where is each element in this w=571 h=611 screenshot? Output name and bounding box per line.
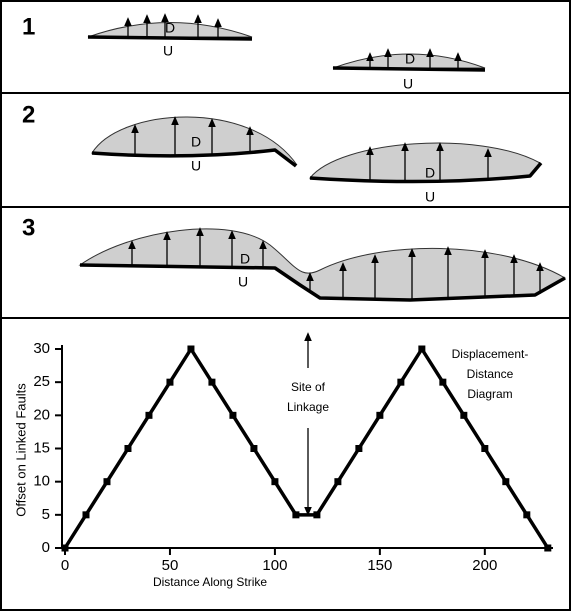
point xyxy=(208,378,216,386)
point xyxy=(82,511,90,519)
point xyxy=(271,478,279,486)
point xyxy=(103,478,111,486)
point xyxy=(61,544,69,552)
y-tick-label: 5 xyxy=(42,506,50,523)
label-d: D xyxy=(425,165,435,181)
y-tick-label: 10 xyxy=(33,473,50,490)
point xyxy=(124,445,132,452)
panel-label: 2 xyxy=(22,101,35,128)
point xyxy=(250,445,258,452)
point xyxy=(544,544,552,552)
x-tick-label: 0 xyxy=(61,557,69,574)
label-u: U xyxy=(403,76,413,92)
point xyxy=(334,478,342,486)
label-u: U xyxy=(238,274,248,290)
x-tick-label: 50 xyxy=(162,557,179,574)
label-d: D xyxy=(165,20,175,36)
arrows xyxy=(131,116,254,156)
point xyxy=(502,478,510,486)
point xyxy=(397,378,405,386)
site-of-linkage: Site of xyxy=(291,380,326,394)
panel-label: 1 xyxy=(22,13,35,40)
x-axis-label: Distance Along Strike xyxy=(153,575,267,589)
arrows xyxy=(366,142,492,182)
panel-label: 3 xyxy=(22,214,35,241)
y-axis-label: Offset on Linked Faults xyxy=(13,383,28,517)
point xyxy=(460,411,468,419)
x-tick-label: 150 xyxy=(367,557,392,574)
fault xyxy=(87,35,253,41)
series-line xyxy=(63,347,550,549)
y-tick-label: 30 xyxy=(33,340,50,357)
fault xyxy=(79,263,566,302)
point xyxy=(481,445,489,452)
chart: Distance Along Strike Offset on Linked F… xyxy=(13,332,553,589)
arrows xyxy=(128,227,544,300)
diagram-note: Distance xyxy=(467,367,514,381)
x-tick-label: 100 xyxy=(262,557,287,574)
label-d: D xyxy=(191,134,201,150)
point xyxy=(229,411,237,419)
y-tick-label: 0 xyxy=(42,539,50,556)
diagram-note: Diagram xyxy=(467,387,512,401)
label-u: U xyxy=(425,189,435,205)
y-tick-label: 25 xyxy=(33,373,50,390)
y-tick-label: 20 xyxy=(33,406,50,423)
point xyxy=(292,511,300,519)
x-tick-label: 200 xyxy=(472,557,497,574)
arrows xyxy=(124,13,222,37)
fault xyxy=(91,148,298,168)
point xyxy=(145,411,153,419)
point xyxy=(313,511,321,519)
point xyxy=(166,378,174,386)
point xyxy=(187,345,195,353)
label-d: D xyxy=(405,51,415,67)
diagram-note: Displacement- xyxy=(452,347,529,361)
point xyxy=(523,511,531,519)
fault xyxy=(332,66,486,72)
y-tick-label: 15 xyxy=(33,439,50,456)
point xyxy=(439,378,447,386)
site-of-linkage: Linkage xyxy=(287,400,329,414)
point xyxy=(355,445,363,452)
point xyxy=(418,345,426,353)
arrows xyxy=(366,48,462,68)
point xyxy=(376,411,384,419)
label-u: U xyxy=(191,158,201,174)
fault-lens xyxy=(332,53,486,69)
label-u: U xyxy=(163,43,173,59)
label-d: D xyxy=(240,251,250,267)
fault xyxy=(309,161,543,184)
